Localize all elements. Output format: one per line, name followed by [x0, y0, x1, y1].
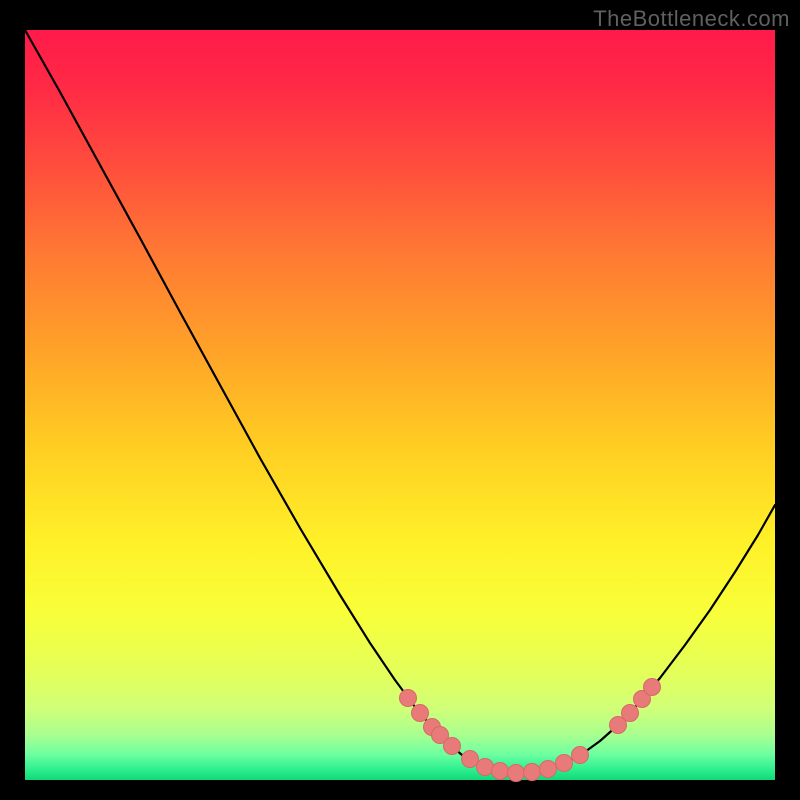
curve-marker: [444, 738, 461, 755]
curve-marker: [400, 690, 417, 707]
curve-marker: [462, 751, 479, 768]
curve-marker: [572, 747, 589, 764]
curve-marker: [524, 764, 541, 781]
curve-marker: [556, 755, 573, 772]
curve-marker: [412, 705, 429, 722]
curve-marker: [622, 705, 639, 722]
curve-marker: [492, 763, 509, 780]
curve-marker: [508, 765, 525, 782]
curve-marker: [540, 761, 557, 778]
watermark-text: TheBottleneck.com: [593, 6, 790, 32]
curve-marker: [644, 679, 661, 696]
chart-container: TheBottleneck.com: [0, 0, 800, 800]
plot-background: [25, 30, 775, 780]
curve-marker: [477, 759, 494, 776]
bottleneck-curve-chart: [0, 0, 800, 800]
